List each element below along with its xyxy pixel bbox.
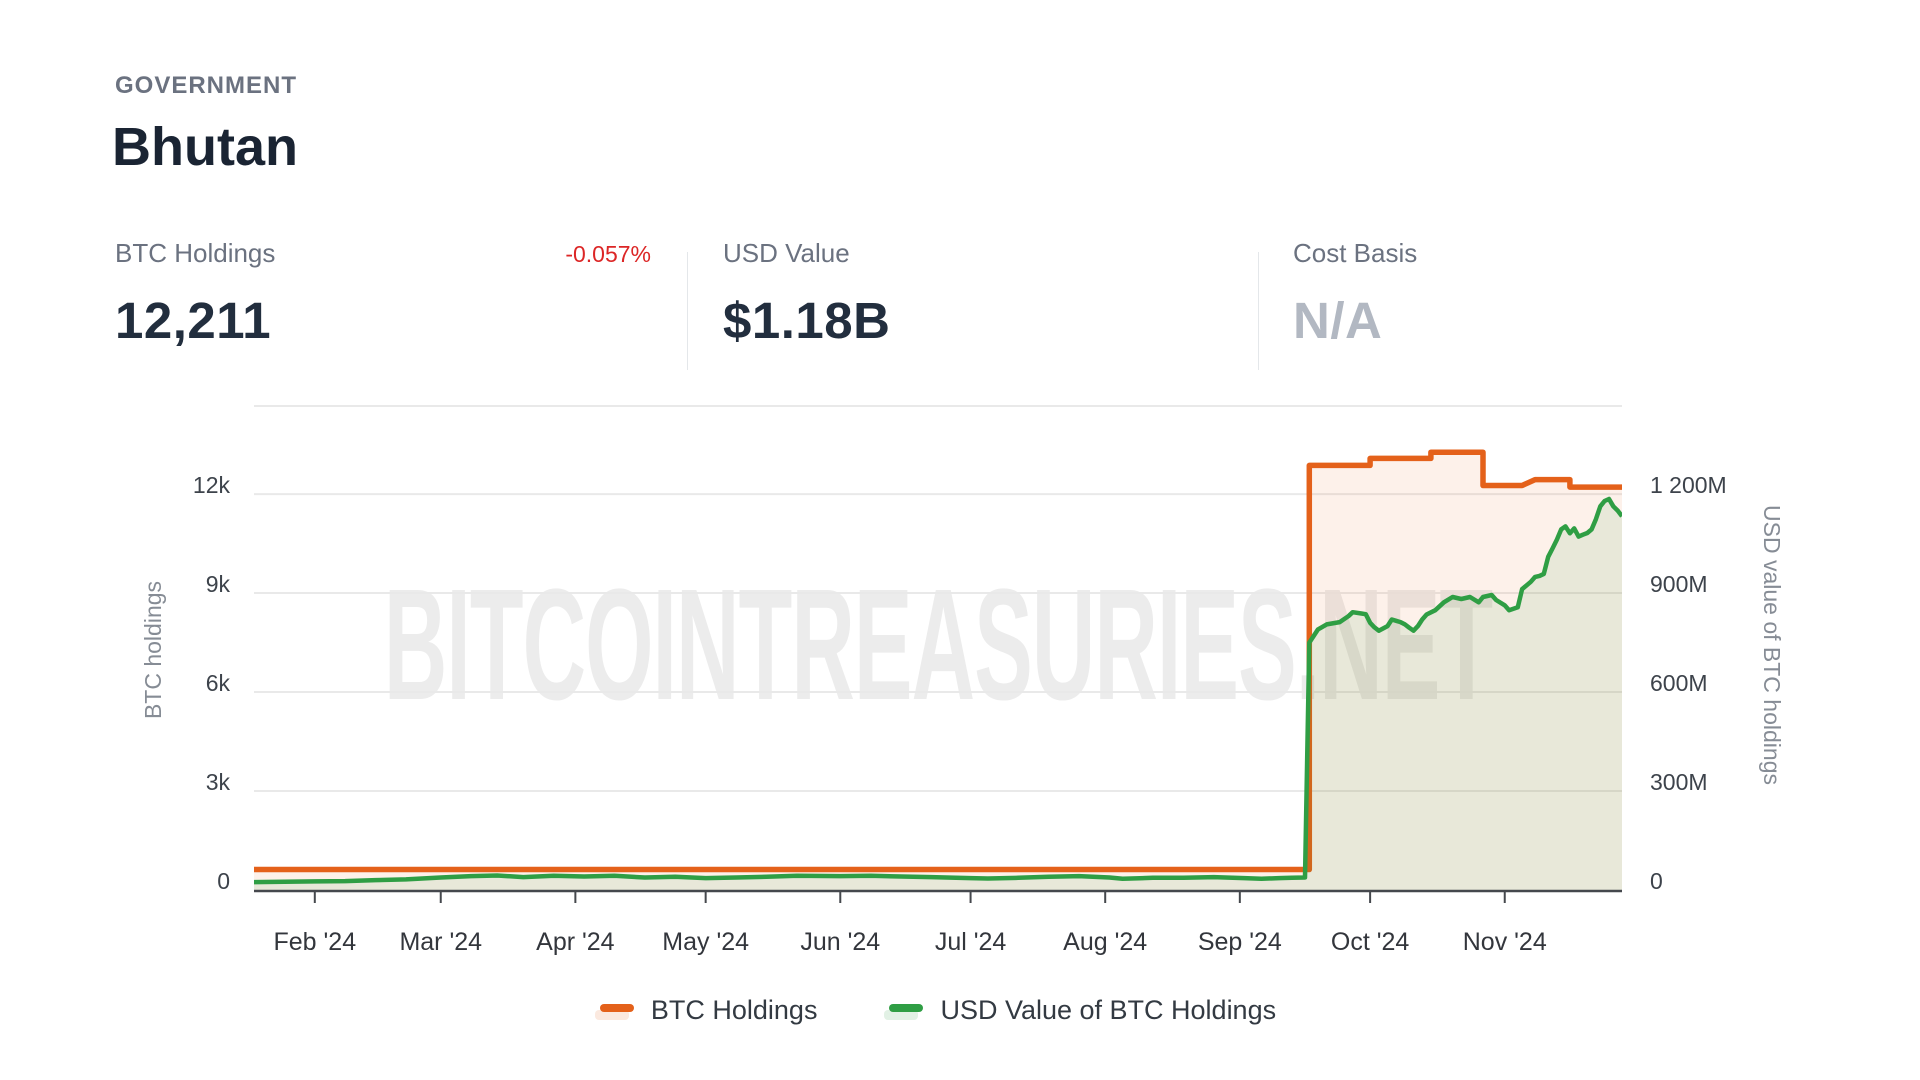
page-title: Bhutan — [112, 117, 298, 177]
usd-value-swatch-icon — [884, 1001, 924, 1021]
legend-item-usd-value[interactable]: USD Value of BTC Holdings — [884, 995, 1277, 1026]
stat-label: BTC Holdings — [115, 238, 276, 268]
y-tick-label-right: 300M — [1650, 769, 1708, 796]
stat-usd-value: USD Value $1.18B — [723, 238, 1203, 350]
x-tick-label: Nov '24 — [1462, 928, 1547, 956]
stat-label: USD Value — [723, 238, 850, 268]
stats-divider — [1258, 252, 1259, 370]
legend-item-btc-holdings[interactable]: BTC Holdings — [594, 995, 818, 1026]
x-tick-label: Oct '24 — [1330, 928, 1410, 956]
stat-value: 12,211 — [115, 292, 272, 349]
series-area-0 — [254, 452, 1622, 890]
x-tick-label: Aug '24 — [1063, 928, 1148, 956]
stat-label: Cost Basis — [1293, 238, 1418, 268]
y-tick-label-left: 9k — [205, 571, 230, 598]
x-tick-label: Apr '24 — [536, 928, 615, 956]
stat-btc-holdings: BTC Holdings -0.057% 12,211 — [115, 238, 651, 350]
y-axis-title-left: BTC holdings — [140, 580, 166, 720]
legend-label: BTC Holdings — [650, 995, 818, 1025]
stats-divider — [687, 252, 688, 370]
y-tick-label-left: 0 — [217, 868, 230, 894]
x-tick-label: Feb '24 — [273, 928, 357, 956]
stat-value: $1.18B — [723, 292, 891, 349]
series-area-1 — [254, 499, 1622, 890]
y-tick-label-left: 12k — [192, 472, 230, 499]
series-line-0 — [254, 449, 1622, 873]
stat-cost-basis: Cost Basis N/A — [1293, 238, 1653, 350]
stat-value: N/A — [1293, 292, 1383, 349]
btc-holdings-swatch-icon — [594, 1001, 634, 1021]
x-tick-label: Jun '24 — [800, 928, 881, 956]
y-tick-label-right: 0 — [1650, 868, 1663, 894]
x-tick-label: Jul '24 — [934, 928, 1007, 956]
legend: BTC Holdings USD Value of BTC Holdings — [254, 995, 1622, 1026]
stat-change-badge: -0.057% — [565, 241, 651, 267]
y-tick-label-right: 900M — [1650, 571, 1708, 598]
y-tick-label-right: 1 200M — [1650, 472, 1727, 499]
y-tick-label-right: 600M — [1650, 670, 1708, 697]
legend-label: USD Value of BTC Holdings — [940, 995, 1277, 1025]
series-line-1 — [254, 496, 1622, 885]
chart-plot-area[interactable] — [254, 405, 1622, 905]
x-tick-label: Mar '24 — [399, 928, 483, 956]
category-label: GOVERNMENT — [115, 72, 298, 99]
x-tick-label: Sep '24 — [1197, 928, 1282, 956]
x-tick-label: May '24 — [662, 928, 750, 956]
y-axis-title-right: USD value of BTC holdings — [1759, 505, 1785, 785]
y-tick-label-left: 3k — [205, 769, 230, 796]
y-tick-label-left: 6k — [205, 670, 230, 697]
